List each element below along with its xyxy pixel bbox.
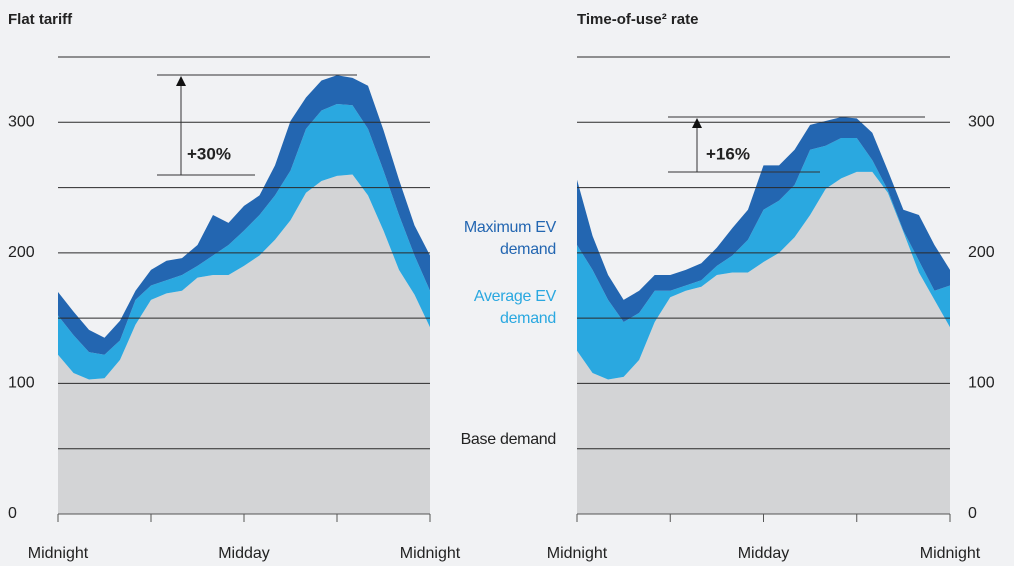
- legend-base: Base demand: [460, 431, 557, 448]
- area: [577, 117, 950, 323]
- chart-title: Flat tariff: [8, 11, 73, 28]
- annotation-left: [157, 74, 357, 176]
- x-tick-label: Midday: [738, 545, 790, 562]
- y-tick-label: 200: [968, 244, 995, 261]
- y-tick-label: 0: [8, 505, 17, 522]
- y-tick-label: 300: [8, 114, 35, 131]
- x-tick-label: Midnight: [547, 545, 608, 562]
- annotation-text: +30%: [187, 144, 231, 163]
- chart-title: Time-of-use² rate: [577, 11, 698, 28]
- annotation-right: [668, 116, 925, 173]
- x-tick-label: Midnight: [920, 545, 981, 562]
- area: [58, 104, 430, 380]
- area: [577, 137, 950, 380]
- y-tick-label: 200: [8, 244, 35, 261]
- areas: [58, 75, 950, 514]
- y-tick-label: 300: [968, 114, 995, 131]
- x-tick-label: Midnight: [400, 545, 461, 562]
- arrow-head: [176, 76, 186, 86]
- labels: 0 100 200 300 Midnight Midday Midnight 0 100 200 3…: [8, 114, 995, 563]
- legend-max: Maximum EV demand: [463, 219, 556, 258]
- grid: [57, 56, 951, 522]
- legend-average: Average EV demand: [473, 288, 556, 327]
- annotation-text: +16%: [706, 144, 750, 163]
- x-tick-label: Midnight: [28, 545, 89, 562]
- area: [58, 174, 430, 514]
- y-tick-label: 100: [8, 375, 35, 392]
- arrow-head: [692, 118, 702, 128]
- area: [58, 75, 430, 355]
- area: [577, 171, 950, 514]
- x-tick-label: Midday: [218, 545, 270, 562]
- y-tick-label: 0: [968, 505, 977, 522]
- y-tick-label: 100: [968, 375, 995, 392]
